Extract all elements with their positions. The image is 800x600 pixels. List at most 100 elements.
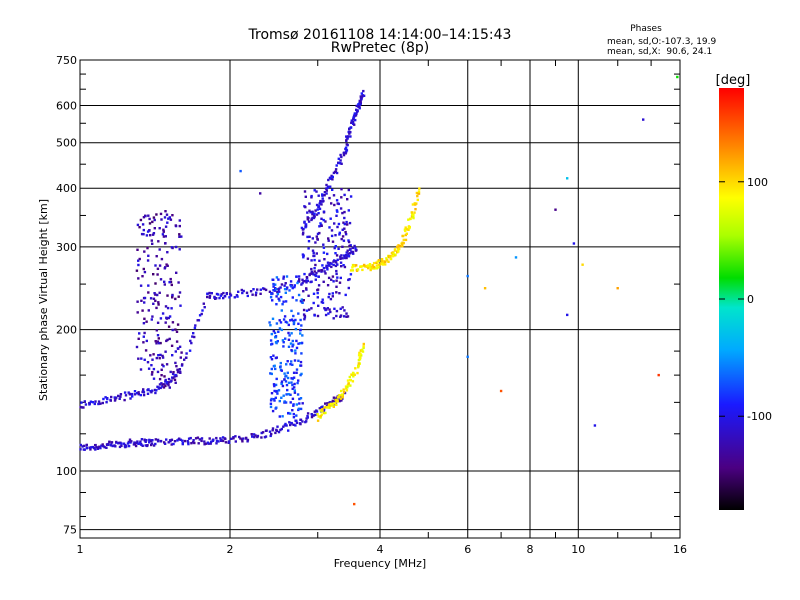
cluster-point (158, 248, 161, 251)
cluster-point (303, 205, 306, 208)
cluster-point (168, 281, 171, 284)
cluster-point (147, 214, 150, 217)
trace-point (144, 444, 147, 447)
cluster-point (174, 350, 177, 353)
trace-point (142, 391, 146, 394)
trace-point (363, 263, 366, 267)
trace-point (351, 371, 355, 375)
cluster-point (170, 283, 173, 287)
trace-point (127, 444, 131, 448)
cluster-point (344, 233, 348, 236)
trace-point (353, 123, 356, 126)
trace-point (330, 174, 333, 178)
trace-point (163, 383, 166, 386)
cluster-point (295, 275, 298, 278)
cluster-point (295, 368, 299, 371)
cluster-point (317, 304, 320, 307)
cluster-point (285, 363, 288, 366)
cluster-point (303, 190, 307, 193)
trace-point (355, 112, 358, 115)
cluster-point (286, 360, 289, 363)
cluster-point (316, 291, 319, 295)
trace-point (224, 441, 228, 444)
cluster-point (312, 254, 316, 257)
trace-point (198, 314, 202, 317)
trace-point (179, 438, 182, 441)
cluster-point (316, 232, 320, 236)
trace-point (208, 291, 211, 295)
trace-point (289, 423, 292, 427)
cluster-point (269, 356, 273, 359)
trace-point (360, 354, 363, 357)
trace-point (332, 396, 336, 399)
trace-point (227, 440, 231, 443)
cluster-point (299, 318, 302, 322)
trace-point (238, 435, 241, 439)
cluster-point (140, 299, 143, 302)
cluster-point (326, 261, 330, 264)
cluster-point (180, 235, 183, 238)
trace-point (326, 266, 329, 269)
trace-point (192, 439, 195, 442)
trace-point (321, 405, 324, 408)
trace-point (329, 185, 332, 188)
trace-point (193, 441, 196, 445)
cluster-point (274, 288, 278, 291)
trace-point (315, 213, 319, 216)
cluster-point (335, 209, 339, 212)
cluster-point (279, 295, 283, 299)
cluster-point (154, 299, 157, 302)
trace-point (412, 215, 415, 219)
trace-point (88, 402, 91, 405)
cluster-point (283, 315, 287, 318)
cluster-point (137, 277, 140, 280)
trace-point (163, 442, 167, 445)
trace-point (407, 218, 410, 221)
cluster-point (292, 371, 296, 374)
cluster-point (291, 345, 294, 348)
trace-point (319, 416, 322, 419)
cluster-point (312, 292, 316, 295)
trace-point (326, 186, 329, 190)
trace-point (174, 373, 177, 377)
trace-point (349, 131, 352, 134)
cluster-point (161, 363, 164, 366)
cluster-point (335, 314, 338, 318)
trace-point (264, 288, 268, 292)
trace-point (338, 394, 341, 397)
trace-point (191, 441, 195, 444)
chart-title: Tromsø 20161108 14:14:00–14:15:43 (248, 27, 512, 43)
trace-point (389, 257, 393, 261)
cluster-point (300, 324, 303, 327)
trace-point (373, 267, 376, 270)
trace-point (106, 397, 109, 401)
trace-point (349, 384, 352, 387)
cluster-point (167, 217, 170, 220)
trace-point (111, 444, 114, 448)
cluster-point (146, 361, 150, 364)
trace-point (333, 170, 337, 174)
trace-point (359, 100, 362, 104)
cluster-point (286, 388, 289, 392)
trace-point (322, 199, 325, 203)
cluster-point (152, 302, 155, 305)
trace-point (344, 385, 348, 388)
trace-point (228, 296, 231, 299)
trace-point (405, 232, 408, 235)
cluster-point (175, 330, 179, 333)
trace-point (166, 382, 170, 385)
cluster-point (306, 218, 309, 221)
trace-point (295, 419, 298, 422)
trace-point (385, 257, 388, 260)
cluster-point (316, 237, 319, 241)
cluster-point (292, 404, 295, 407)
cluster-point (313, 314, 316, 317)
cluster-point (283, 372, 286, 375)
x-tick-label: 16 (673, 543, 687, 556)
cluster-point (157, 240, 160, 243)
cluster-point (280, 382, 283, 385)
trace-point (167, 441, 170, 444)
trace-point (191, 335, 194, 338)
trace-point (189, 339, 192, 343)
cluster-point (297, 342, 300, 345)
